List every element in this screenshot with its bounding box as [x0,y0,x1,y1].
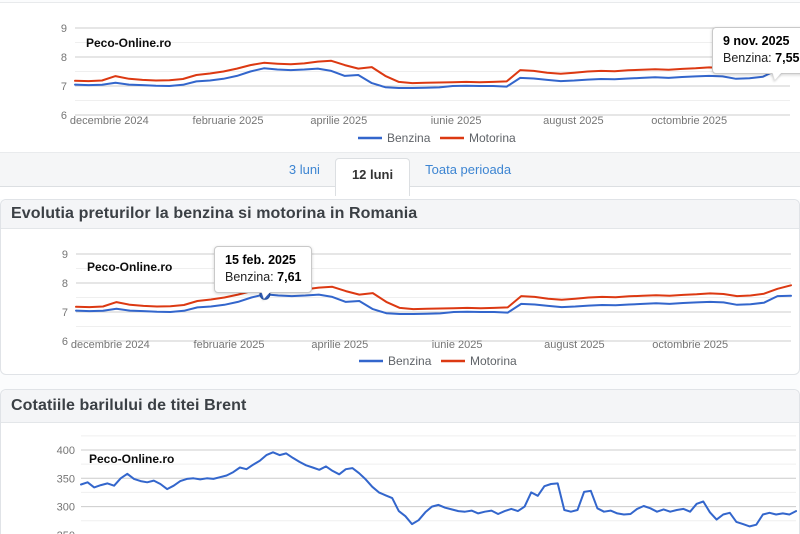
fuel-card-header: Evolutia preturilor la benzina si motori… [1,200,799,229]
tooltip-value: Benzina: 7,61 [225,269,302,284]
svg-text:6: 6 [61,110,67,122]
svg-text:9: 9 [61,23,67,35]
svg-text:6: 6 [62,336,68,348]
svg-text:aprilie 2025: aprilie 2025 [310,115,367,127]
svg-text:7: 7 [62,307,68,319]
svg-text:aprilie 2025: aprilie 2025 [311,339,368,351]
svg-text:Benzina: Benzina [387,131,431,145]
brent-card-header: Cotatiile barilului de titei Brent [1,390,799,423]
fuel-price-chart-top[interactable]: 6 7 8 9 decembrie 2024 februarie 2025 aprilie … [0,3,800,150]
tooltip-date: 15 feb. 2025 [225,253,296,267]
svg-text:350: 350 [57,473,75,485]
svg-text:400: 400 [57,445,75,457]
svg-text:octombrie 2025: octombrie 2025 [651,115,727,127]
svg-text:februarie 2025: februarie 2025 [193,115,264,127]
fuel-price-chart-main[interactable]: 6 7 8 9 decembrie 2024 februarie 2025 aprilie … [1,229,799,374]
svg-text:Motorina: Motorina [470,354,517,368]
svg-text:octombrie 2025: octombrie 2025 [652,339,728,351]
svg-text:Peco-Online.ro: Peco-Online.ro [89,452,174,466]
brent-chart[interactable]: 250 300 350 400 Peco-Online.ro [1,423,799,534]
svg-text:8: 8 [61,52,67,64]
fuel-chart-top-wrap: 6 7 8 9 decembrie 2024 februarie 2025 aprilie … [0,3,800,150]
fuel-chart-main-wrap: 6 7 8 9 decembrie 2024 februarie 2025 aprilie … [1,229,799,374]
svg-text:9: 9 [62,249,68,261]
brent-chart-wrap: 250 300 350 400 Peco-Online.ro [1,423,799,534]
svg-text:Benzina: Benzina [388,354,432,368]
top-chart-card: 6 7 8 9 decembrie 2024 februarie 2025 aprilie … [0,2,800,199]
tooltip-date: 9 nov. 2025 [723,34,790,48]
brent-card: Cotatiile barilului de titei Brent 250 30… [0,389,800,534]
tab-toata-perioada[interactable]: Toata perioada [425,162,512,177]
svg-text:300: 300 [57,502,75,514]
svg-text:august 2025: august 2025 [544,339,605,351]
chart-tooltip: 15 feb. 2025 Benzina: 7,61 [214,246,313,299]
svg-text:Peco-Online.ro: Peco-Online.ro [86,36,171,50]
svg-text:7: 7 [61,81,67,93]
fuel-evolution-card: Evolutia preturilor la benzina si motori… [0,199,800,375]
svg-text:decembrie 2024: decembrie 2024 [71,339,150,351]
svg-text:august 2025: august 2025 [543,115,604,127]
tooltip-value: Benzina: 7,55 [723,50,800,65]
fuel-heading: Evolutia preturilor la benzina si motori… [11,205,418,222]
svg-text:8: 8 [62,278,68,290]
brent-heading: Cotatiile barilului de titei Brent [11,397,247,414]
period-tabbar: 3 luni 12 luni Toata perioada [0,152,800,196]
tab-3-luni[interactable]: 3 luni [288,162,320,177]
svg-text:februarie 2025: februarie 2025 [194,339,265,351]
chart-tooltip: 9 nov. 2025 Benzina: 7,55 [712,27,800,80]
svg-text:decembrie 2024: decembrie 2024 [70,115,149,127]
svg-text:Motorina: Motorina [469,131,516,145]
svg-text:250: 250 [57,530,75,534]
svg-text:Peco-Online.ro: Peco-Online.ro [87,260,172,274]
tab-12-luni[interactable]: 12 luni [334,157,411,196]
svg-text:iunie 2025: iunie 2025 [431,115,482,127]
svg-text:iunie 2025: iunie 2025 [432,339,483,351]
